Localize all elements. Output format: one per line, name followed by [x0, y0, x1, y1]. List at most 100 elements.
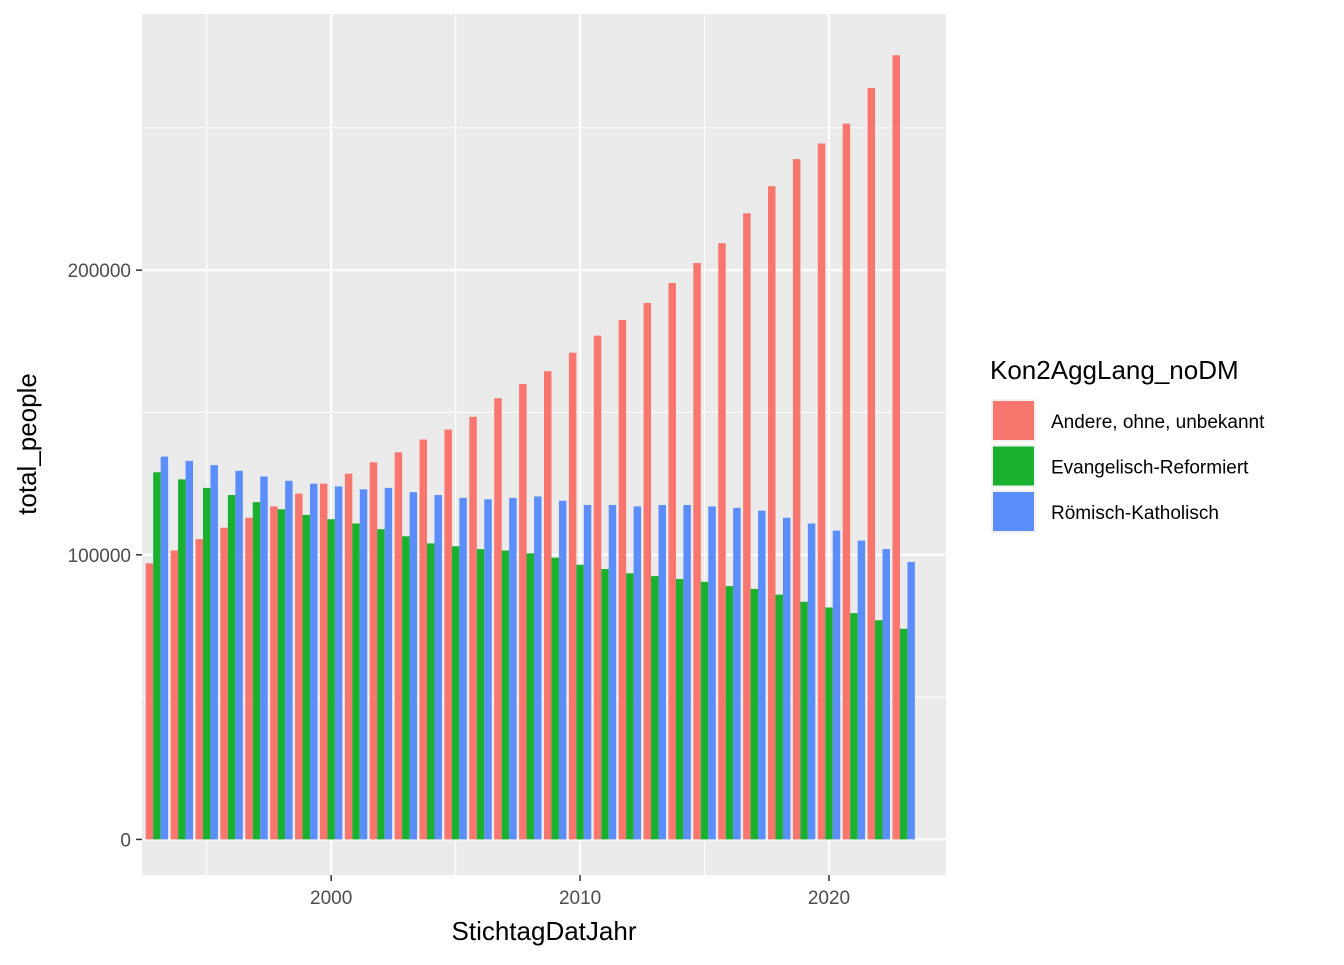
bar-2018-3 — [782, 517, 791, 840]
y-tick-label: 100000 — [68, 546, 131, 567]
bar-2003-3 — [409, 492, 418, 840]
bar-2013-3 — [658, 504, 666, 840]
bar-2012-2 — [626, 573, 634, 840]
bar-2018-1 — [768, 186, 776, 840]
bar-1999-1 — [295, 493, 303, 840]
legend-label: Römisch-Katholisch — [1051, 503, 1219, 524]
bar-2011-3 — [608, 504, 617, 840]
bar-2020-1 — [817, 143, 826, 840]
bars — [145, 55, 915, 840]
bar-2021-3 — [857, 540, 866, 840]
bar-2021-1 — [842, 123, 851, 840]
bar-1996-1 — [220, 527, 228, 840]
bar-2006-2 — [476, 549, 485, 840]
bar-2001-3 — [359, 489, 368, 840]
x-tick-label: 2000 — [310, 888, 352, 909]
bar-2002-3 — [384, 487, 393, 840]
bar-2001-2 — [352, 523, 360, 840]
bar-2014-1 — [668, 282, 676, 840]
bar-2020-3 — [832, 530, 841, 840]
bar-2012-1 — [618, 319, 627, 840]
legend-label: Andere, ohne, unbekannt — [1051, 412, 1265, 433]
bar-2015-2 — [700, 581, 709, 840]
bar-1997-2 — [252, 502, 261, 840]
bar-2003-1 — [394, 452, 403, 840]
bar-1997-1 — [245, 517, 253, 840]
bar-2001-1 — [344, 473, 353, 840]
bar-2016-1 — [718, 243, 726, 840]
bar-1997-3 — [260, 476, 268, 840]
bar-1996-3 — [235, 470, 243, 840]
x-tick-label: 2020 — [808, 888, 850, 909]
bar-2014-3 — [683, 504, 691, 840]
bar-2013-2 — [651, 576, 659, 840]
bar-1999-3 — [310, 483, 318, 840]
y-axis-title: total_people — [12, 373, 42, 515]
bar-2006-3 — [484, 499, 492, 840]
bar-2007-1 — [494, 398, 502, 840]
bar-2006-1 — [469, 416, 477, 840]
bar-2007-2 — [501, 550, 510, 840]
bar-1993-1 — [145, 563, 154, 840]
legend: Kon2AggLang_noDM Andere, ohne, unbekannt… — [990, 355, 1265, 533]
legend-swatch — [993, 492, 1034, 531]
bar-1999-2 — [302, 514, 311, 840]
bar-2005-1 — [444, 429, 452, 840]
bar-2004-3 — [434, 495, 442, 840]
bar-2011-2 — [601, 569, 609, 840]
bar-2005-3 — [459, 497, 467, 840]
bar-2011-1 — [593, 335, 602, 840]
legend-swatch — [993, 446, 1034, 486]
bar-1998-3 — [285, 480, 293, 840]
y-tick-label: 200000 — [68, 261, 131, 282]
bar-1998-1 — [270, 506, 278, 840]
bar-2010-3 — [583, 504, 592, 840]
bar-2016-2 — [725, 586, 734, 840]
bar-2004-1 — [419, 439, 428, 840]
legend-label: Evangelisch-Reformiert — [1051, 458, 1249, 479]
bar-1993-2 — [153, 472, 161, 840]
legend-items: Andere, ohne, unbekannt Evangelisch-Refor… — [991, 399, 1265, 533]
bar-2009-2 — [551, 557, 559, 840]
bar-1998-2 — [277, 509, 286, 840]
bar-2023-3 — [907, 561, 915, 840]
bar-1994-2 — [178, 479, 186, 840]
bar-2010-1 — [568, 352, 577, 840]
bar-1996-2 — [227, 495, 236, 840]
bar-2015-1 — [693, 263, 701, 840]
bar-1995-1 — [195, 539, 203, 840]
legend-title: Kon2AggLang_noDM — [990, 355, 1239, 385]
bar-2010-2 — [576, 564, 584, 840]
bar-2022-3 — [882, 549, 890, 840]
bar-1995-2 — [202, 487, 211, 840]
bar-2004-2 — [427, 543, 435, 840]
bar-2019-3 — [807, 523, 816, 840]
bar-2017-3 — [758, 510, 766, 840]
x-tick-label: 2010 — [559, 888, 601, 909]
bar-2009-1 — [544, 371, 552, 840]
bar-2002-1 — [369, 462, 378, 840]
bar-2018-2 — [775, 594, 783, 840]
bar-2022-2 — [875, 620, 883, 840]
bar-2005-2 — [451, 546, 460, 840]
bar-2014-2 — [675, 578, 684, 840]
legend-swatch — [993, 401, 1034, 440]
bar-2008-2 — [526, 553, 535, 840]
x-axis-title: StichtagDatJahr — [452, 916, 637, 946]
bar-2009-3 — [558, 500, 567, 840]
bar-2007-3 — [509, 497, 517, 840]
bar-2023-1 — [892, 55, 900, 840]
bar-2015-3 — [708, 506, 716, 840]
bar-2000-3 — [334, 486, 343, 840]
bar-2013-1 — [643, 302, 652, 840]
bar-2019-2 — [800, 601, 808, 840]
bar-2017-2 — [750, 588, 759, 840]
bar-2016-3 — [733, 507, 741, 840]
bar-1994-3 — [185, 460, 194, 840]
bar-2023-2 — [899, 628, 908, 840]
bar-2020-2 — [825, 607, 833, 840]
bar-2003-2 — [402, 536, 410, 840]
bar-2008-3 — [534, 496, 542, 840]
bar-2017-1 — [743, 213, 751, 840]
